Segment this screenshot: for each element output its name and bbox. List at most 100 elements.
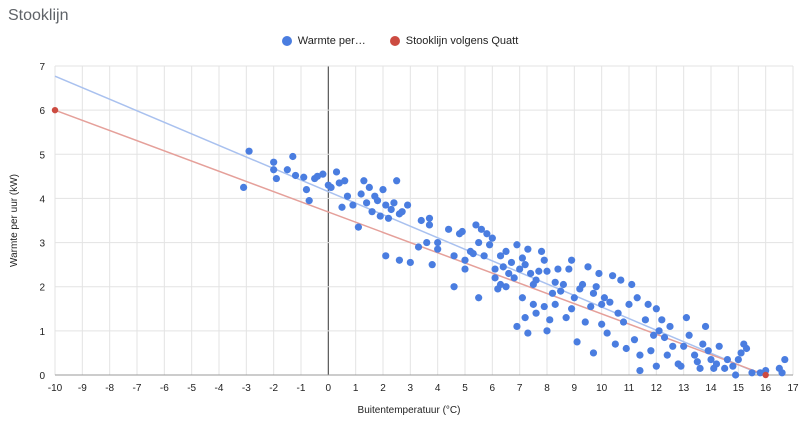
data-point-warmte [404, 201, 412, 209]
data-point-warmte [434, 238, 442, 247]
legend-marker-warmte [281, 36, 292, 46]
x-tick-label: 16 [760, 383, 772, 394]
x-tick-label: -5 [187, 383, 196, 394]
x-tick-label: -10 [48, 383, 63, 394]
data-point-warmte [712, 360, 721, 368]
data-point-warmte [691, 351, 699, 359]
data-point-warmte [335, 179, 343, 187]
x-tick-label: 4 [435, 383, 441, 394]
data-point-warmte [603, 329, 611, 337]
legend: Warmte per… Stooklijn volgens Quatt [0, 35, 800, 47]
y-tick-label: 3 [39, 239, 45, 250]
data-point-warmte [291, 171, 300, 180]
data-point-warmte [699, 340, 707, 348]
data-point-warmte [606, 298, 614, 306]
data-point-warmte [425, 214, 434, 222]
x-tick-label: -4 [215, 383, 224, 394]
data-point-warmte [272, 174, 280, 183]
x-tick-label: 9 [572, 383, 578, 394]
data-point-warmte [505, 269, 513, 278]
data-point-warmte [589, 289, 598, 297]
x-tick-label: 15 [733, 383, 745, 394]
data-point-warmte [532, 309, 540, 317]
x-tick-label: 11 [624, 383, 635, 394]
y-tick-label: 0 [39, 371, 45, 382]
data-point-warmte [488, 234, 496, 242]
data-point-warmte [559, 280, 568, 289]
data-point-warmte [458, 227, 466, 236]
data-point-warmte [600, 294, 609, 302]
data-point-warmte [518, 294, 527, 302]
data-point-warmte [587, 302, 595, 311]
legend-label-stooklijn: Stooklijn volgens Quatt [405, 35, 519, 47]
data-point-warmte [300, 173, 308, 181]
data-point-warmte [513, 241, 521, 249]
data-point-warmte [475, 294, 483, 302]
data-point-warmte [425, 221, 434, 229]
data-point-warmte [398, 208, 406, 216]
data-point-warmte [507, 258, 516, 267]
data-point-warmte [338, 203, 346, 211]
data-point-warmte [428, 261, 436, 269]
data-point-warmte [529, 300, 537, 308]
data-point-warmte [341, 177, 349, 185]
data-point-warmte [417, 216, 425, 225]
x-tick-label: -6 [160, 383, 169, 394]
data-point-warmte [480, 252, 488, 260]
data-point-warmte [554, 265, 562, 273]
data-point-warmte [543, 327, 551, 335]
data-point-warmte [354, 223, 362, 231]
x-tick-label: -9 [78, 383, 87, 394]
data-point-warmte [655, 327, 663, 335]
data-point-warmte [469, 250, 477, 258]
y-tick-label: 1 [39, 327, 45, 338]
data-point-warmte [551, 278, 559, 286]
data-point-warmte [663, 351, 671, 359]
data-point-warmte [450, 252, 458, 260]
data-point-warmte [423, 238, 431, 247]
data-point-warmte [581, 318, 589, 326]
y-tick-label: 4 [39, 194, 45, 205]
data-point-warmte [395, 256, 403, 264]
data-point-warmte [491, 274, 499, 282]
data-point-warmte [595, 269, 603, 278]
data-point-warmte [393, 177, 401, 185]
data-point-warmte [778, 369, 786, 377]
x-tick-label: -2 [269, 383, 278, 394]
legend-marker-stooklijn [389, 36, 400, 46]
x-tick-label: 2 [380, 383, 386, 394]
data-point-warmte [540, 256, 548, 264]
x-tick-label: -1 [297, 383, 306, 394]
legend-item-stooklijn[interactable]: Stooklijn volgens Quatt [389, 35, 519, 47]
y-tick-label: 6 [39, 106, 45, 117]
x-tick-label: 7 [517, 383, 523, 394]
x-axis-title: Buitentemperatuur (°C) [358, 405, 461, 416]
data-point-warmte [379, 186, 387, 194]
data-point-warmte [510, 274, 518, 282]
data-point-warmte [373, 197, 382, 205]
data-point-warmte [598, 300, 606, 308]
data-point-warmte [693, 358, 701, 366]
data-point-warmte [707, 355, 715, 364]
data-point-warmte [516, 265, 524, 273]
data-point-warmte [387, 205, 395, 214]
data-point-warmte [696, 364, 704, 372]
data-point-warmte [524, 245, 532, 253]
data-point-warmte [543, 267, 551, 275]
data-point-warmte [513, 322, 521, 331]
data-point-warmte [614, 309, 622, 317]
data-point-warmte [384, 214, 393, 222]
data-point-warmte [658, 316, 666, 324]
data-point-warmte [781, 355, 789, 364]
data-point-warmte [734, 355, 742, 364]
legend-item-warmte[interactable]: Warmte per… [281, 35, 366, 47]
data-point-warmte [715, 342, 723, 350]
x-tick-label: 13 [678, 383, 690, 394]
data-point-warmte [568, 256, 576, 264]
data-point-warmte [343, 192, 352, 200]
data-point-warmte [532, 276, 540, 284]
x-tick-label: 5 [462, 383, 468, 394]
data-point-warmte [573, 338, 581, 346]
data-point-warmte [406, 258, 414, 267]
